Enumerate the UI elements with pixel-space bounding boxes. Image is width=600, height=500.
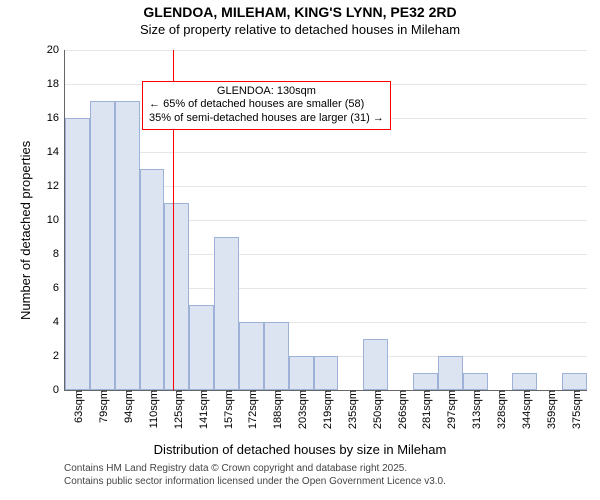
x-tick-label: 375sqm xyxy=(567,390,583,429)
histogram-bar xyxy=(562,373,587,390)
x-tick-label: 63sqm xyxy=(69,390,85,423)
histogram-bar xyxy=(463,373,488,390)
y-tick-label: 14 xyxy=(47,146,65,158)
x-axis-label: Distribution of detached houses by size … xyxy=(0,442,600,457)
x-tick-label: 157sqm xyxy=(219,390,235,429)
gridline xyxy=(65,152,587,153)
plot-area: 0246810121416182063sqm79sqm94sqm110sqm12… xyxy=(64,50,587,391)
x-tick-label: 328sqm xyxy=(492,390,508,429)
histogram-bar xyxy=(140,169,165,390)
annotation-box: GLENDOA: 130sqm← 65% of detached houses … xyxy=(142,81,391,130)
x-tick-label: 344sqm xyxy=(517,390,533,429)
histogram-bar xyxy=(164,203,189,390)
x-tick-label: 110sqm xyxy=(144,390,160,428)
chart-subtitle: Size of property relative to detached ho… xyxy=(0,22,600,37)
x-tick-label: 235sqm xyxy=(343,390,359,429)
x-tick-label: 313sqm xyxy=(467,390,483,429)
annotation-line: 35% of semi-detached houses are larger (… xyxy=(149,112,384,126)
annotation-line: GLENDOA: 130sqm xyxy=(149,85,384,99)
y-axis-label: Number of detached properties xyxy=(18,141,33,320)
histogram-bar xyxy=(413,373,438,390)
annotation-line: ← 65% of detached houses are smaller (58… xyxy=(149,98,384,112)
x-tick-label: 219sqm xyxy=(318,390,334,429)
y-tick-label: 18 xyxy=(47,78,65,90)
y-tick-label: 10 xyxy=(47,214,65,226)
histogram-bar xyxy=(239,322,264,390)
histogram-bar xyxy=(289,356,314,390)
x-tick-label: 281sqm xyxy=(417,390,433,429)
y-tick-label: 20 xyxy=(47,44,65,56)
histogram-bar xyxy=(214,237,239,390)
attribution-line1: Contains HM Land Registry data © Crown c… xyxy=(64,462,446,475)
y-tick-label: 2 xyxy=(53,350,65,362)
y-tick-label: 12 xyxy=(47,180,65,192)
histogram-bar xyxy=(90,101,115,390)
attribution: Contains HM Land Registry data © Crown c… xyxy=(64,462,446,488)
x-tick-label: 125sqm xyxy=(169,390,185,429)
histogram-bar xyxy=(363,339,388,390)
y-tick-label: 0 xyxy=(53,384,65,396)
x-tick-label: 203sqm xyxy=(293,390,309,429)
y-tick-label: 16 xyxy=(47,112,65,124)
y-tick-label: 8 xyxy=(53,248,65,260)
chart-title: GLENDOA, MILEHAM, KING'S LYNN, PE32 2RD xyxy=(0,4,600,20)
attribution-line2: Contains public sector information licen… xyxy=(64,475,446,488)
histogram-bar xyxy=(264,322,289,390)
y-tick-label: 6 xyxy=(53,282,65,294)
chart-container: { "title": { "line1": "GLENDOA, MILEHAM,… xyxy=(0,0,600,500)
histogram-bar xyxy=(438,356,463,390)
histogram-bar xyxy=(189,305,214,390)
x-tick-label: 359sqm xyxy=(542,390,558,429)
x-tick-label: 141sqm xyxy=(194,390,210,429)
x-tick-label: 297sqm xyxy=(442,390,458,429)
x-tick-label: 79sqm xyxy=(94,390,110,423)
histogram-bar xyxy=(512,373,537,390)
x-tick-label: 188sqm xyxy=(268,390,284,429)
x-tick-label: 250sqm xyxy=(368,390,384,429)
gridline xyxy=(65,50,587,51)
x-tick-label: 94sqm xyxy=(119,390,135,423)
histogram-bar xyxy=(314,356,339,390)
y-tick-label: 4 xyxy=(53,316,65,328)
histogram-bar xyxy=(115,101,140,390)
x-tick-label: 172sqm xyxy=(243,390,259,429)
histogram-bar xyxy=(65,118,90,390)
x-tick-label: 266sqm xyxy=(393,390,409,429)
